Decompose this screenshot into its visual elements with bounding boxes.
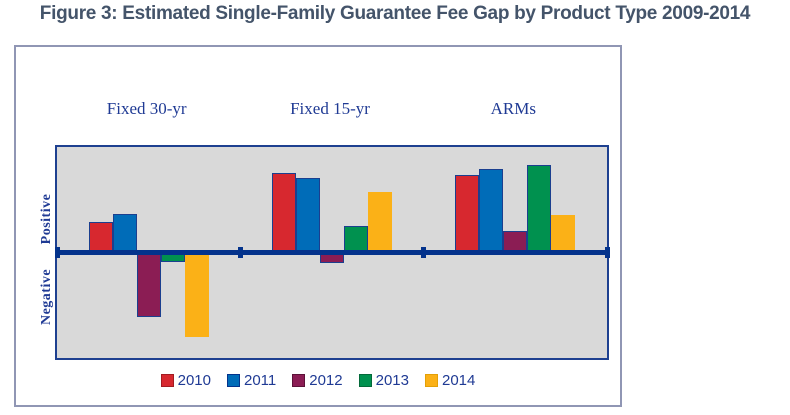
legend-item-2010: 2010 [160,372,211,389]
legend-item-2011: 2011 [226,372,277,389]
legend-swatch-2012 [292,374,306,387]
category-labels-row: Fixed 30-yr Fixed 15-yr ARMs [55,99,605,123]
axis-tick [421,247,427,258]
bar-2013-arms [527,164,552,253]
legend: 2010 2011 2012 2013 2014 [16,372,620,389]
axis-tick [54,247,60,258]
legend-item-2013: 2013 [358,372,409,389]
plot-area [54,145,610,360]
category-label-fixed-15-yr: Fixed 15-yr [290,99,370,118]
bar-2011-fixed-15-yr [296,177,320,253]
legend-label-2010: 2010 [177,372,211,389]
category-label-arms: ARMs [490,99,536,118]
bar-2010-fixed-15-yr [272,172,296,253]
chart-panel: Fixed 30-yr Fixed 15-yr ARMs Positive Nega… [14,45,622,407]
zero-axis-line [57,250,607,255]
axis-tick [237,247,243,258]
bar-2011-fixed-30-yr [112,213,137,253]
bar-2010-fixed-30-yr [88,221,113,253]
legend-label-2012: 2012 [309,372,343,389]
legend-swatch-2014 [425,374,438,387]
bar-2014-fixed-15-yr [368,191,392,253]
bar-2014-arms [551,214,576,253]
legend-swatch-2010 [160,374,174,387]
category-label-fixed-30-yr: Fixed 30-yr [106,99,187,118]
legend-swatch-2011 [226,374,240,387]
legend-swatch-2013 [358,374,372,387]
legend-item-2014: 2014 [425,372,475,389]
bar-2010-arms [455,174,480,253]
bar-2012-fixed-30-yr [136,252,161,317]
bar-2014-fixed-30-yr [184,252,209,337]
figure-title: Figure 3: Estimated Single-Family Guaran… [39,3,751,24]
legend-item-2012: 2012 [292,372,343,389]
bars-layer [54,147,610,358]
legend-label-2014: 2014 [442,372,476,389]
bar-2011-arms [479,168,504,253]
legend-label-2011: 2011 [243,372,277,389]
axis-tick [604,247,610,258]
legend-label-2013: 2013 [375,372,409,389]
bar-2013-fixed-15-yr [344,225,368,253]
